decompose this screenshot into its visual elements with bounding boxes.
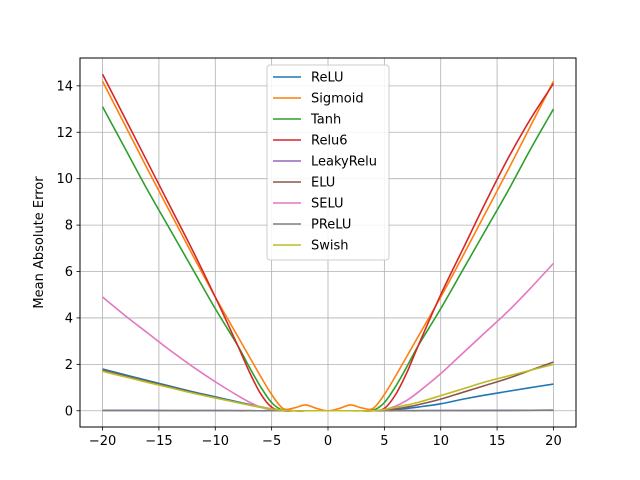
series-line-swish (102, 363, 554, 412)
x-axis-ticks: −20 −15 −10 −5 0 5 10 15 20 (89, 427, 562, 449)
y-tick-label: 6 (65, 265, 73, 280)
x-tick-label: −5 (262, 434, 281, 449)
y-tick-label: 2 (65, 358, 73, 373)
x-tick-label: 10 (432, 434, 449, 449)
y-tick-label: 10 (56, 172, 73, 187)
x-tick-label: −15 (145, 434, 172, 449)
x-tick-label: −20 (89, 434, 116, 449)
x-tick-label: 20 (545, 434, 562, 449)
legend: ReLU Sigmoid Tanh Relu6 LeakyRelu ELU SELU PReL… (266, 64, 390, 261)
y-tick-label: 4 (65, 311, 73, 326)
y-tick-label: 14 (56, 79, 73, 94)
x-tick-label: 5 (380, 434, 388, 449)
y-tick-label: 12 (56, 126, 73, 141)
legend-label-swish: Swish (311, 239, 349, 254)
legend-label-prelu: PReLU (311, 218, 351, 233)
y-tick-label: 0 (65, 404, 73, 419)
y-tick-label: 8 (65, 219, 73, 234)
x-tick-label: −10 (202, 434, 229, 449)
legend-label-leakyrelu: LeakyRelu (311, 155, 377, 170)
legend-label-relu: ReLU (311, 71, 344, 86)
legend-label-relu6: Relu6 (311, 134, 348, 149)
legend-label-selu: SELU (311, 197, 344, 212)
x-tick-label: 15 (489, 434, 506, 449)
legend-label-sigmoid: Sigmoid (311, 92, 364, 107)
legend-label-elu: ELU (311, 176, 335, 191)
y-axis-label: Mean Absolute Error (32, 176, 47, 309)
y-axis-ticks: 0 2 4 6 8 10 12 14 (56, 79, 80, 419)
legend-box (266, 64, 390, 261)
x-tick-label: 0 (324, 434, 332, 449)
legend-label-tanh: Tanh (310, 113, 341, 128)
series-lines (101, 73, 555, 412)
